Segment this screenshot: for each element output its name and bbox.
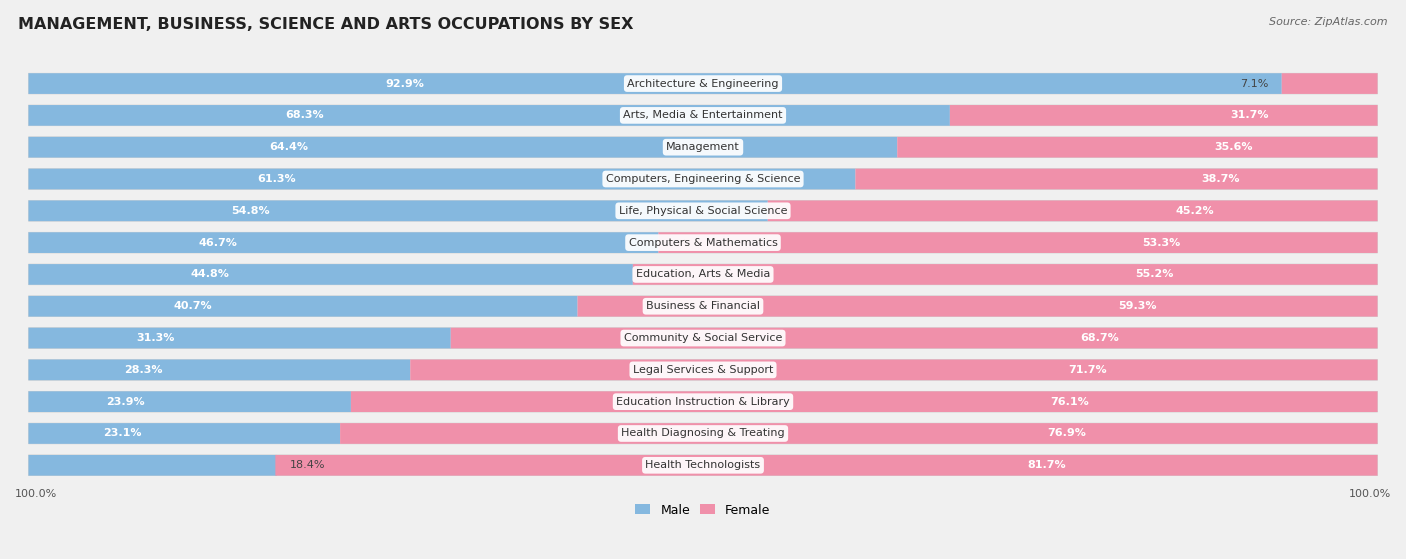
FancyBboxPatch shape: [28, 359, 1378, 380]
FancyBboxPatch shape: [28, 233, 658, 253]
Text: Management: Management: [666, 142, 740, 152]
FancyBboxPatch shape: [897, 137, 1378, 158]
FancyBboxPatch shape: [28, 296, 578, 316]
FancyBboxPatch shape: [28, 73, 1378, 94]
FancyBboxPatch shape: [28, 137, 1378, 158]
FancyBboxPatch shape: [28, 73, 1282, 94]
Text: 28.3%: 28.3%: [124, 365, 162, 375]
Text: 31.3%: 31.3%: [136, 333, 174, 343]
Text: Computers & Mathematics: Computers & Mathematics: [628, 238, 778, 248]
FancyBboxPatch shape: [451, 328, 1378, 348]
Text: Architecture & Engineering: Architecture & Engineering: [627, 79, 779, 88]
FancyBboxPatch shape: [950, 105, 1378, 126]
FancyBboxPatch shape: [28, 455, 1378, 476]
Text: Arts, Media & Entertainment: Arts, Media & Entertainment: [623, 110, 783, 120]
Text: 81.7%: 81.7%: [1028, 460, 1066, 470]
FancyBboxPatch shape: [28, 201, 1378, 221]
FancyBboxPatch shape: [28, 391, 352, 412]
FancyBboxPatch shape: [658, 233, 1378, 253]
FancyBboxPatch shape: [855, 169, 1378, 190]
Text: Health Diagnosing & Treating: Health Diagnosing & Treating: [621, 429, 785, 438]
FancyBboxPatch shape: [276, 455, 1378, 476]
Text: Education, Arts & Media: Education, Arts & Media: [636, 269, 770, 280]
FancyBboxPatch shape: [28, 105, 1378, 126]
FancyBboxPatch shape: [411, 359, 1378, 380]
FancyBboxPatch shape: [28, 359, 411, 380]
Text: 44.8%: 44.8%: [190, 269, 229, 280]
FancyBboxPatch shape: [28, 296, 1378, 316]
FancyBboxPatch shape: [28, 328, 1378, 348]
FancyBboxPatch shape: [28, 233, 1378, 253]
Text: 55.2%: 55.2%: [1135, 269, 1173, 280]
Text: 31.7%: 31.7%: [1230, 110, 1268, 120]
FancyBboxPatch shape: [28, 169, 1378, 190]
FancyBboxPatch shape: [28, 391, 1378, 412]
Text: 7.1%: 7.1%: [1240, 79, 1268, 88]
Text: 92.9%: 92.9%: [385, 79, 423, 88]
Text: 59.3%: 59.3%: [1118, 301, 1157, 311]
FancyBboxPatch shape: [28, 264, 633, 285]
Text: Education Instruction & Library: Education Instruction & Library: [616, 397, 790, 407]
Text: 40.7%: 40.7%: [174, 301, 212, 311]
Text: 23.1%: 23.1%: [103, 429, 141, 438]
Text: 68.7%: 68.7%: [1080, 333, 1119, 343]
Text: 61.3%: 61.3%: [257, 174, 295, 184]
FancyBboxPatch shape: [1282, 73, 1378, 94]
Text: 18.4%: 18.4%: [290, 460, 326, 470]
Text: Business & Financial: Business & Financial: [645, 301, 761, 311]
FancyBboxPatch shape: [28, 455, 277, 476]
Text: Source: ZipAtlas.com: Source: ZipAtlas.com: [1270, 17, 1388, 27]
FancyBboxPatch shape: [352, 391, 1378, 412]
Text: Community & Social Service: Community & Social Service: [624, 333, 782, 343]
Text: 23.9%: 23.9%: [105, 397, 145, 407]
Text: 53.3%: 53.3%: [1143, 238, 1181, 248]
Text: Computers, Engineering & Science: Computers, Engineering & Science: [606, 174, 800, 184]
Text: 54.8%: 54.8%: [231, 206, 270, 216]
FancyBboxPatch shape: [28, 423, 340, 444]
Text: Health Technologists: Health Technologists: [645, 460, 761, 470]
FancyBboxPatch shape: [28, 137, 897, 158]
FancyBboxPatch shape: [28, 105, 950, 126]
Text: 68.3%: 68.3%: [285, 110, 325, 120]
Text: Life, Physical & Social Science: Life, Physical & Social Science: [619, 206, 787, 216]
Text: 38.7%: 38.7%: [1202, 174, 1240, 184]
Text: 64.4%: 64.4%: [270, 142, 309, 152]
FancyBboxPatch shape: [633, 264, 1378, 285]
FancyBboxPatch shape: [28, 328, 451, 348]
FancyBboxPatch shape: [578, 296, 1378, 316]
FancyBboxPatch shape: [28, 423, 1378, 444]
Text: 35.6%: 35.6%: [1215, 142, 1253, 152]
Text: 76.9%: 76.9%: [1047, 429, 1085, 438]
Text: Legal Services & Support: Legal Services & Support: [633, 365, 773, 375]
Text: 46.7%: 46.7%: [198, 238, 238, 248]
Text: MANAGEMENT, BUSINESS, SCIENCE AND ARTS OCCUPATIONS BY SEX: MANAGEMENT, BUSINESS, SCIENCE AND ARTS O…: [18, 17, 634, 32]
Text: 71.7%: 71.7%: [1069, 365, 1107, 375]
Text: 45.2%: 45.2%: [1175, 206, 1213, 216]
Legend: Male, Female: Male, Female: [630, 499, 776, 522]
FancyBboxPatch shape: [28, 201, 768, 221]
Text: 76.1%: 76.1%: [1050, 397, 1088, 407]
FancyBboxPatch shape: [768, 201, 1378, 221]
FancyBboxPatch shape: [340, 423, 1378, 444]
FancyBboxPatch shape: [28, 169, 855, 190]
FancyBboxPatch shape: [28, 264, 1378, 285]
Text: 100.0%: 100.0%: [15, 489, 58, 499]
Text: 100.0%: 100.0%: [1348, 489, 1391, 499]
